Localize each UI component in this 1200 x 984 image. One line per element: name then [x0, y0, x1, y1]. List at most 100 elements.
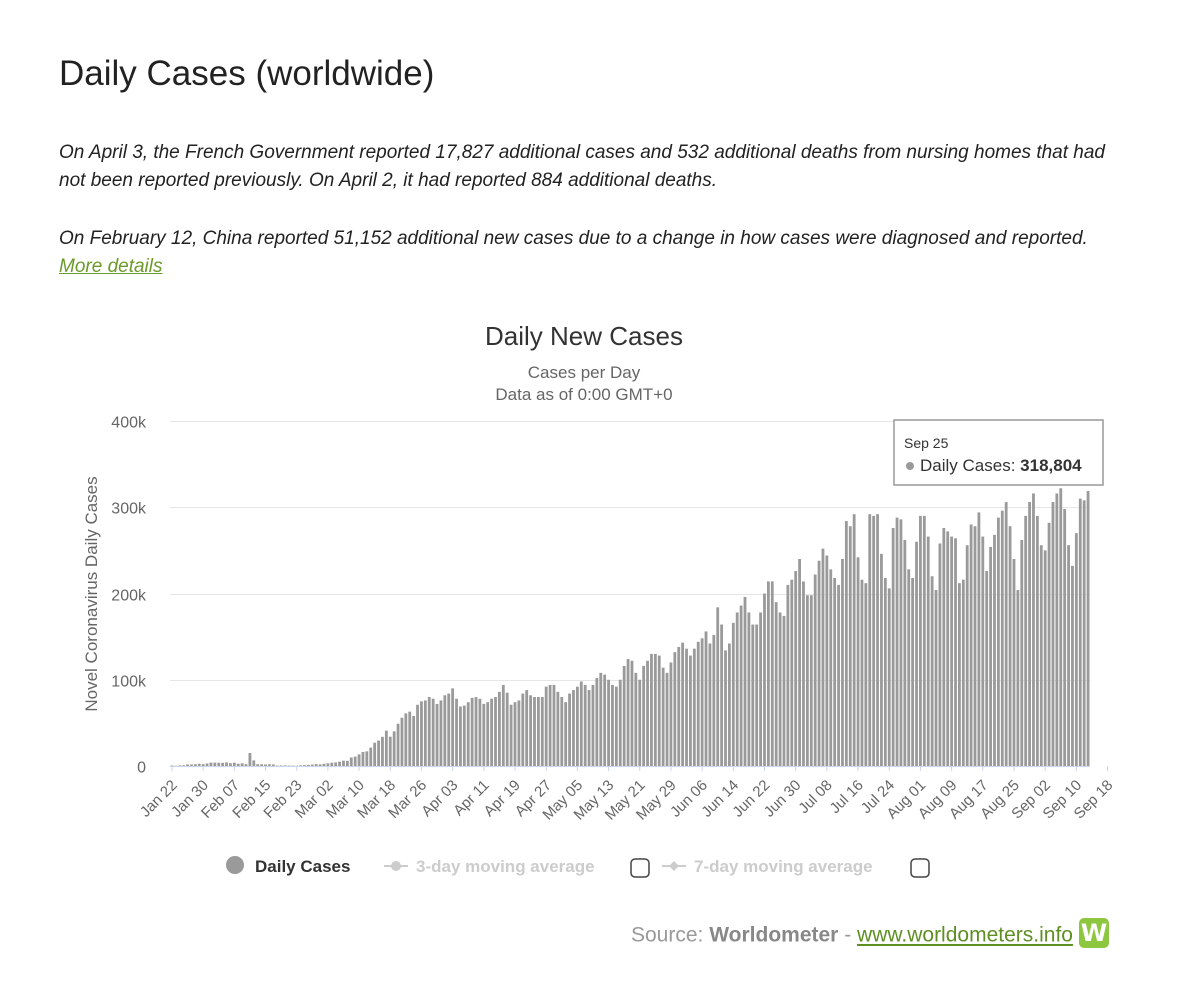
- bar[interactable]: [821, 548, 825, 766]
- bar[interactable]: [353, 756, 357, 766]
- bar[interactable]: [591, 684, 595, 766]
- bar[interactable]: [310, 764, 314, 766]
- bar[interactable]: [1032, 493, 1035, 766]
- bar[interactable]: [864, 583, 868, 766]
- bar[interactable]: [271, 764, 275, 766]
- bar[interactable]: [248, 752, 252, 766]
- bar[interactable]: [809, 595, 813, 766]
- bar[interactable]: [724, 650, 727, 766]
- bar[interactable]: [922, 515, 926, 767]
- bar[interactable]: [685, 648, 688, 766]
- bar[interactable]: [388, 736, 392, 766]
- bar[interactable]: [903, 540, 907, 766]
- bar[interactable]: [985, 571, 989, 766]
- bar[interactable]: [844, 521, 848, 766]
- source-link[interactable]: www.worldometers.info: [857, 923, 1073, 947]
- bar[interactable]: [899, 519, 903, 766]
- bar[interactable]: [427, 697, 431, 766]
- bar[interactable]: [560, 697, 564, 766]
- bar[interactable]: [462, 705, 466, 767]
- bar[interactable]: [891, 527, 895, 766]
- bar[interactable]: [225, 762, 228, 766]
- bar[interactable]: [965, 545, 969, 766]
- bar[interactable]: [805, 595, 809, 766]
- bar[interactable]: [291, 765, 295, 767]
- bar[interactable]: [513, 702, 517, 766]
- bar[interactable]: [447, 693, 451, 766]
- bar[interactable]: [790, 579, 794, 766]
- bar[interactable]: [517, 700, 521, 766]
- bar[interactable]: [833, 577, 837, 766]
- bar[interactable]: [618, 679, 622, 766]
- bar[interactable]: [494, 697, 497, 766]
- bar[interactable]: [193, 764, 197, 766]
- bar[interactable]: [443, 695, 447, 766]
- bar[interactable]: [575, 686, 579, 766]
- bar[interactable]: [583, 684, 587, 766]
- bar[interactable]: [342, 760, 345, 766]
- bar[interactable]: [587, 690, 591, 766]
- checkbox-7-day-average[interactable]: [910, 858, 930, 878]
- bar[interactable]: [361, 751, 365, 766]
- bar[interactable]: [197, 763, 201, 766]
- bar[interactable]: [603, 674, 607, 766]
- checkbox-3-day-average[interactable]: [630, 858, 650, 878]
- bar[interactable]: [731, 622, 735, 766]
- bar[interactable]: [1086, 491, 1090, 766]
- bar[interactable]: [872, 515, 876, 767]
- bar[interactable]: [786, 584, 790, 767]
- bar[interactable]: [287, 765, 291, 767]
- bar[interactable]: [829, 569, 833, 766]
- bar[interactable]: [1035, 515, 1039, 767]
- bar[interactable]: [930, 576, 934, 766]
- bar[interactable]: [728, 643, 731, 766]
- bar[interactable]: [743, 596, 747, 766]
- bar[interactable]: [322, 763, 326, 766]
- bar[interactable]: [622, 665, 626, 766]
- bar[interactable]: [798, 559, 801, 766]
- bar[interactable]: [681, 642, 685, 766]
- bar[interactable]: [423, 700, 427, 766]
- bar[interactable]: [614, 686, 618, 766]
- bar[interactable]: [852, 514, 856, 766]
- bar[interactable]: [934, 590, 938, 766]
- bar[interactable]: [689, 655, 692, 766]
- bar[interactable]: [887, 588, 891, 766]
- bar[interactable]: [536, 697, 540, 766]
- bar[interactable]: [260, 764, 264, 766]
- bar[interactable]: [318, 764, 322, 766]
- bar[interactable]: [665, 672, 669, 766]
- bar[interactable]: [763, 593, 766, 767]
- bar[interactable]: [478, 698, 482, 766]
- bar[interactable]: [958, 583, 961, 766]
- bar[interactable]: [279, 765, 283, 766]
- bar[interactable]: [669, 662, 673, 767]
- bar[interactable]: [182, 765, 186, 766]
- bar[interactable]: [1000, 510, 1004, 766]
- bar[interactable]: [634, 672, 638, 766]
- bar[interactable]: [205, 763, 209, 767]
- bar[interactable]: [268, 764, 271, 766]
- bar[interactable]: [1059, 488, 1063, 766]
- bar[interactable]: [755, 624, 759, 766]
- bar[interactable]: [1074, 533, 1078, 767]
- bar[interactable]: [813, 574, 817, 766]
- bar[interactable]: [525, 690, 529, 766]
- bar[interactable]: [498, 691, 501, 766]
- bar[interactable]: [408, 711, 412, 766]
- bar[interactable]: [236, 763, 240, 766]
- bar[interactable]: [217, 762, 221, 766]
- bar[interactable]: [751, 624, 755, 766]
- bar[interactable]: [552, 684, 556, 766]
- bar[interactable]: [747, 612, 751, 766]
- bar[interactable]: [544, 686, 548, 766]
- bar[interactable]: [825, 555, 829, 766]
- bar[interactable]: [229, 763, 232, 766]
- bar[interactable]: [400, 717, 404, 766]
- legend-item-3-day-average[interactable]: 3-day moving average: [384, 857, 595, 876]
- bar[interactable]: [275, 765, 279, 767]
- bar[interactable]: [677, 646, 681, 766]
- bar[interactable]: [357, 754, 361, 766]
- bar[interactable]: [435, 703, 439, 766]
- bar[interactable]: [232, 762, 236, 766]
